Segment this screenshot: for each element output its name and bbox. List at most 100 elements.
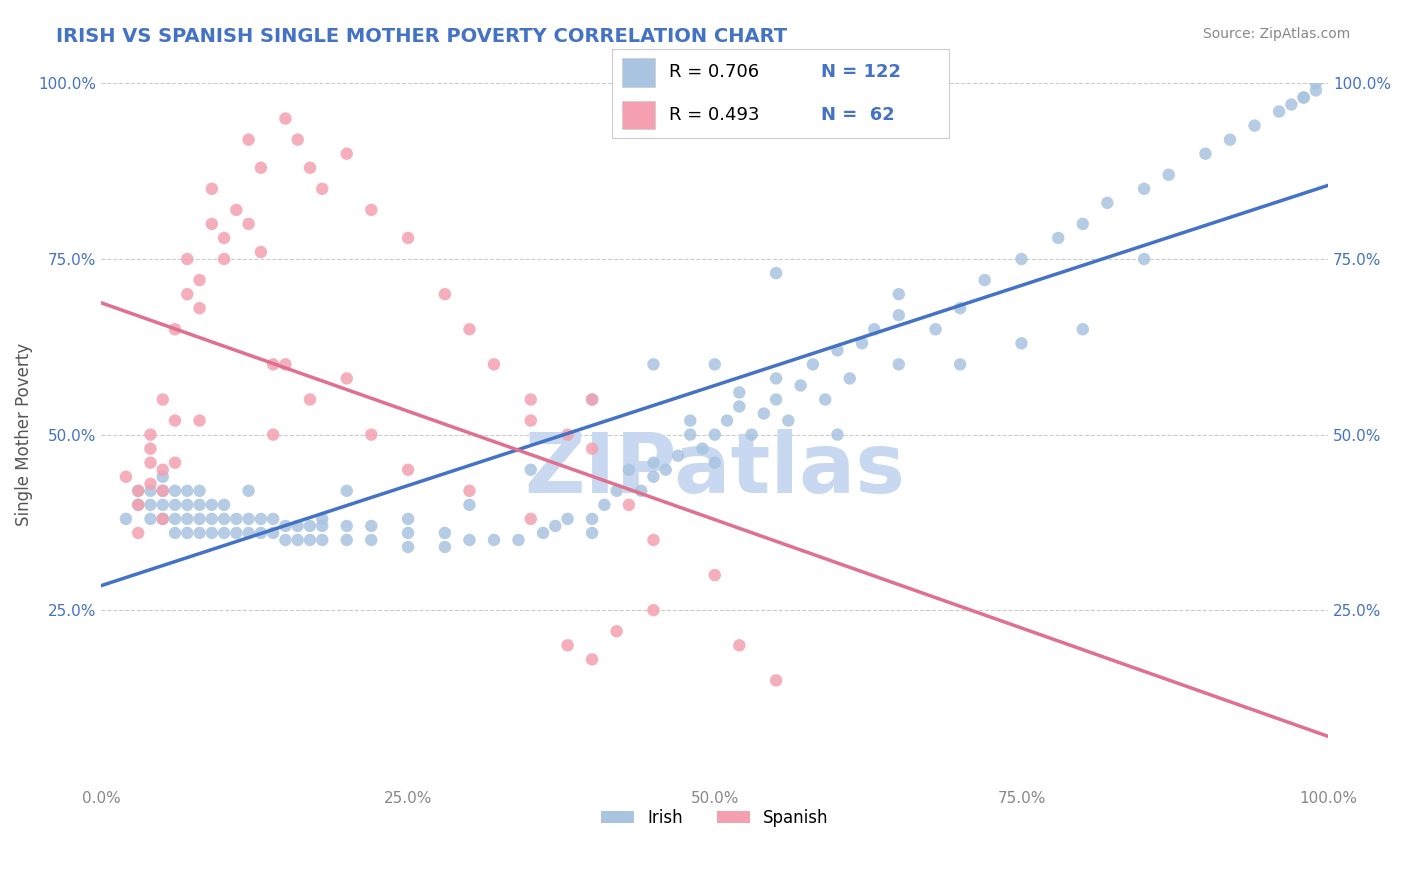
Point: [250, 525, 273, 540]
Point: [949, 357, 972, 371]
Point: [139, 442, 162, 456]
Point: [139, 498, 162, 512]
Point: [152, 512, 174, 526]
Point: [238, 525, 260, 540]
Point: [298, 392, 321, 407]
Point: [692, 442, 714, 456]
Point: [262, 427, 284, 442]
Point: [225, 525, 247, 540]
Point: [520, 463, 543, 477]
Point: [949, 301, 972, 316]
Point: [139, 427, 162, 442]
Point: [188, 301, 211, 316]
Text: N = 122: N = 122: [821, 63, 901, 81]
Point: [666, 449, 689, 463]
Point: [458, 498, 481, 512]
Point: [360, 519, 382, 533]
Point: [482, 533, 505, 547]
Point: [433, 287, 456, 301]
Point: [814, 392, 837, 407]
Point: [1292, 90, 1315, 104]
Point: [482, 357, 505, 371]
Point: [765, 392, 787, 407]
Point: [336, 533, 359, 547]
Point: [274, 519, 297, 533]
Point: [212, 231, 235, 245]
Point: [643, 469, 665, 483]
Point: [703, 568, 725, 582]
Point: [127, 498, 149, 512]
Point: [643, 603, 665, 617]
Point: [163, 322, 186, 336]
Point: [581, 392, 603, 407]
Point: [396, 525, 419, 540]
Point: [201, 525, 224, 540]
Point: [250, 161, 273, 175]
Point: [433, 525, 456, 540]
Point: [679, 413, 702, 427]
Point: [765, 673, 787, 688]
Point: [973, 273, 995, 287]
Point: [238, 483, 260, 498]
Text: R = 0.706: R = 0.706: [669, 63, 759, 81]
Point: [520, 512, 543, 526]
Point: [863, 322, 886, 336]
Point: [887, 287, 910, 301]
Point: [679, 427, 702, 442]
Point: [581, 392, 603, 407]
Point: [778, 413, 800, 427]
Point: [458, 483, 481, 498]
Point: [1305, 77, 1327, 91]
Point: [163, 456, 186, 470]
Point: [1071, 217, 1094, 231]
Point: [360, 533, 382, 547]
Point: [139, 512, 162, 526]
Point: [139, 483, 162, 498]
Point: [238, 512, 260, 526]
Point: [311, 512, 333, 526]
Point: [1133, 182, 1156, 196]
Point: [654, 463, 676, 477]
Point: [887, 357, 910, 371]
Point: [520, 392, 543, 407]
Point: [287, 533, 309, 547]
Point: [643, 357, 665, 371]
Point: [188, 512, 211, 526]
Y-axis label: Single Mother Poverty: Single Mother Poverty: [15, 343, 32, 526]
Point: [765, 371, 787, 385]
Point: [225, 512, 247, 526]
Point: [396, 463, 419, 477]
Point: [250, 245, 273, 260]
Point: [581, 512, 603, 526]
Point: [458, 533, 481, 547]
Point: [152, 512, 174, 526]
Text: N =  62: N = 62: [821, 106, 894, 124]
Point: [176, 287, 198, 301]
Point: [127, 498, 149, 512]
Point: [827, 343, 849, 358]
Point: [1157, 168, 1180, 182]
Point: [1279, 97, 1302, 112]
Point: [716, 413, 738, 427]
Point: [360, 427, 382, 442]
Point: [336, 483, 359, 498]
Point: [139, 476, 162, 491]
Point: [201, 498, 224, 512]
Text: ZIPatlas: ZIPatlas: [524, 429, 905, 510]
Point: [311, 519, 333, 533]
Point: [139, 456, 162, 470]
Point: [212, 498, 235, 512]
Point: [298, 161, 321, 175]
Point: [212, 525, 235, 540]
FancyBboxPatch shape: [621, 58, 655, 87]
Point: [924, 322, 946, 336]
Point: [287, 133, 309, 147]
Point: [152, 498, 174, 512]
Point: [250, 512, 273, 526]
Point: [728, 638, 751, 652]
Point: [630, 483, 652, 498]
Point: [201, 217, 224, 231]
Point: [741, 427, 763, 442]
Point: [728, 400, 751, 414]
Point: [274, 112, 297, 126]
